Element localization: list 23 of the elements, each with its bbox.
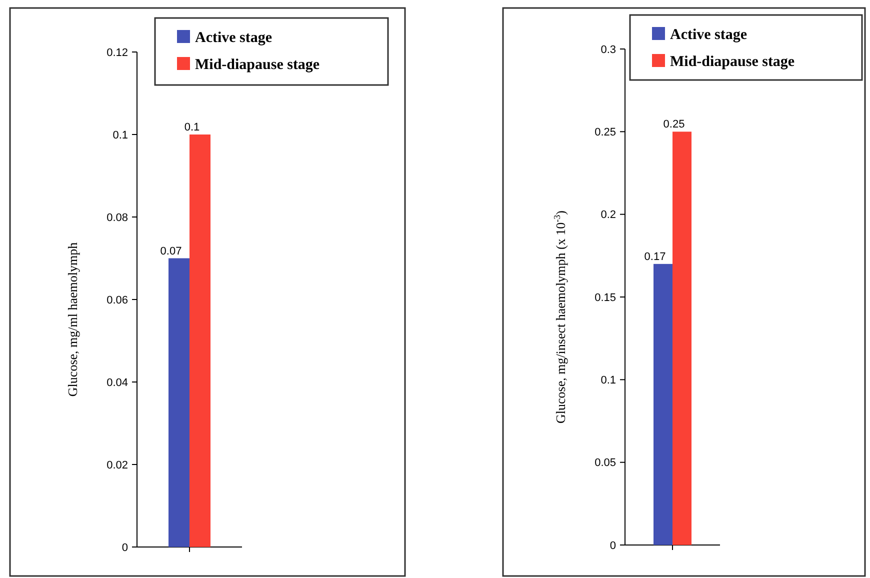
legend-label: Active stage — [670, 27, 748, 43]
data-label: 0.25 — [663, 118, 685, 131]
y-tick-label: 0.3 — [600, 44, 616, 56]
y-tick-label: 0.05 — [594, 457, 616, 470]
y-tick-label: 0.06 — [106, 294, 128, 306]
legend-label: Active stage — [195, 30, 272, 46]
y-tick-label: 0 — [610, 540, 616, 552]
legend-label: Mid-diapause stage — [195, 57, 320, 73]
y-tick-label: 0.12 — [106, 46, 128, 59]
y-tick-label: 0 — [122, 542, 128, 554]
y-tick-label: 0.02 — [106, 459, 128, 472]
legend-label: Mid-diapause stage — [670, 54, 795, 70]
y-tick-label: 0.04 — [106, 376, 128, 389]
data-label: 0.17 — [644, 250, 666, 263]
y-tick-label: 0.08 — [106, 212, 128, 224]
data-label: 0.1 — [184, 122, 200, 134]
y-tick-label: 0.25 — [594, 126, 616, 139]
y-tick-label: 0.15 — [594, 292, 616, 304]
data-label: 0.07 — [160, 245, 182, 258]
y-tick-label: 0.1 — [600, 374, 616, 387]
y-axis-title: Glucose, mg/ml haemolymph — [65, 242, 80, 397]
y-tick-label: 0.2 — [600, 209, 616, 222]
y-tick-label: 0.1 — [112, 129, 128, 142]
